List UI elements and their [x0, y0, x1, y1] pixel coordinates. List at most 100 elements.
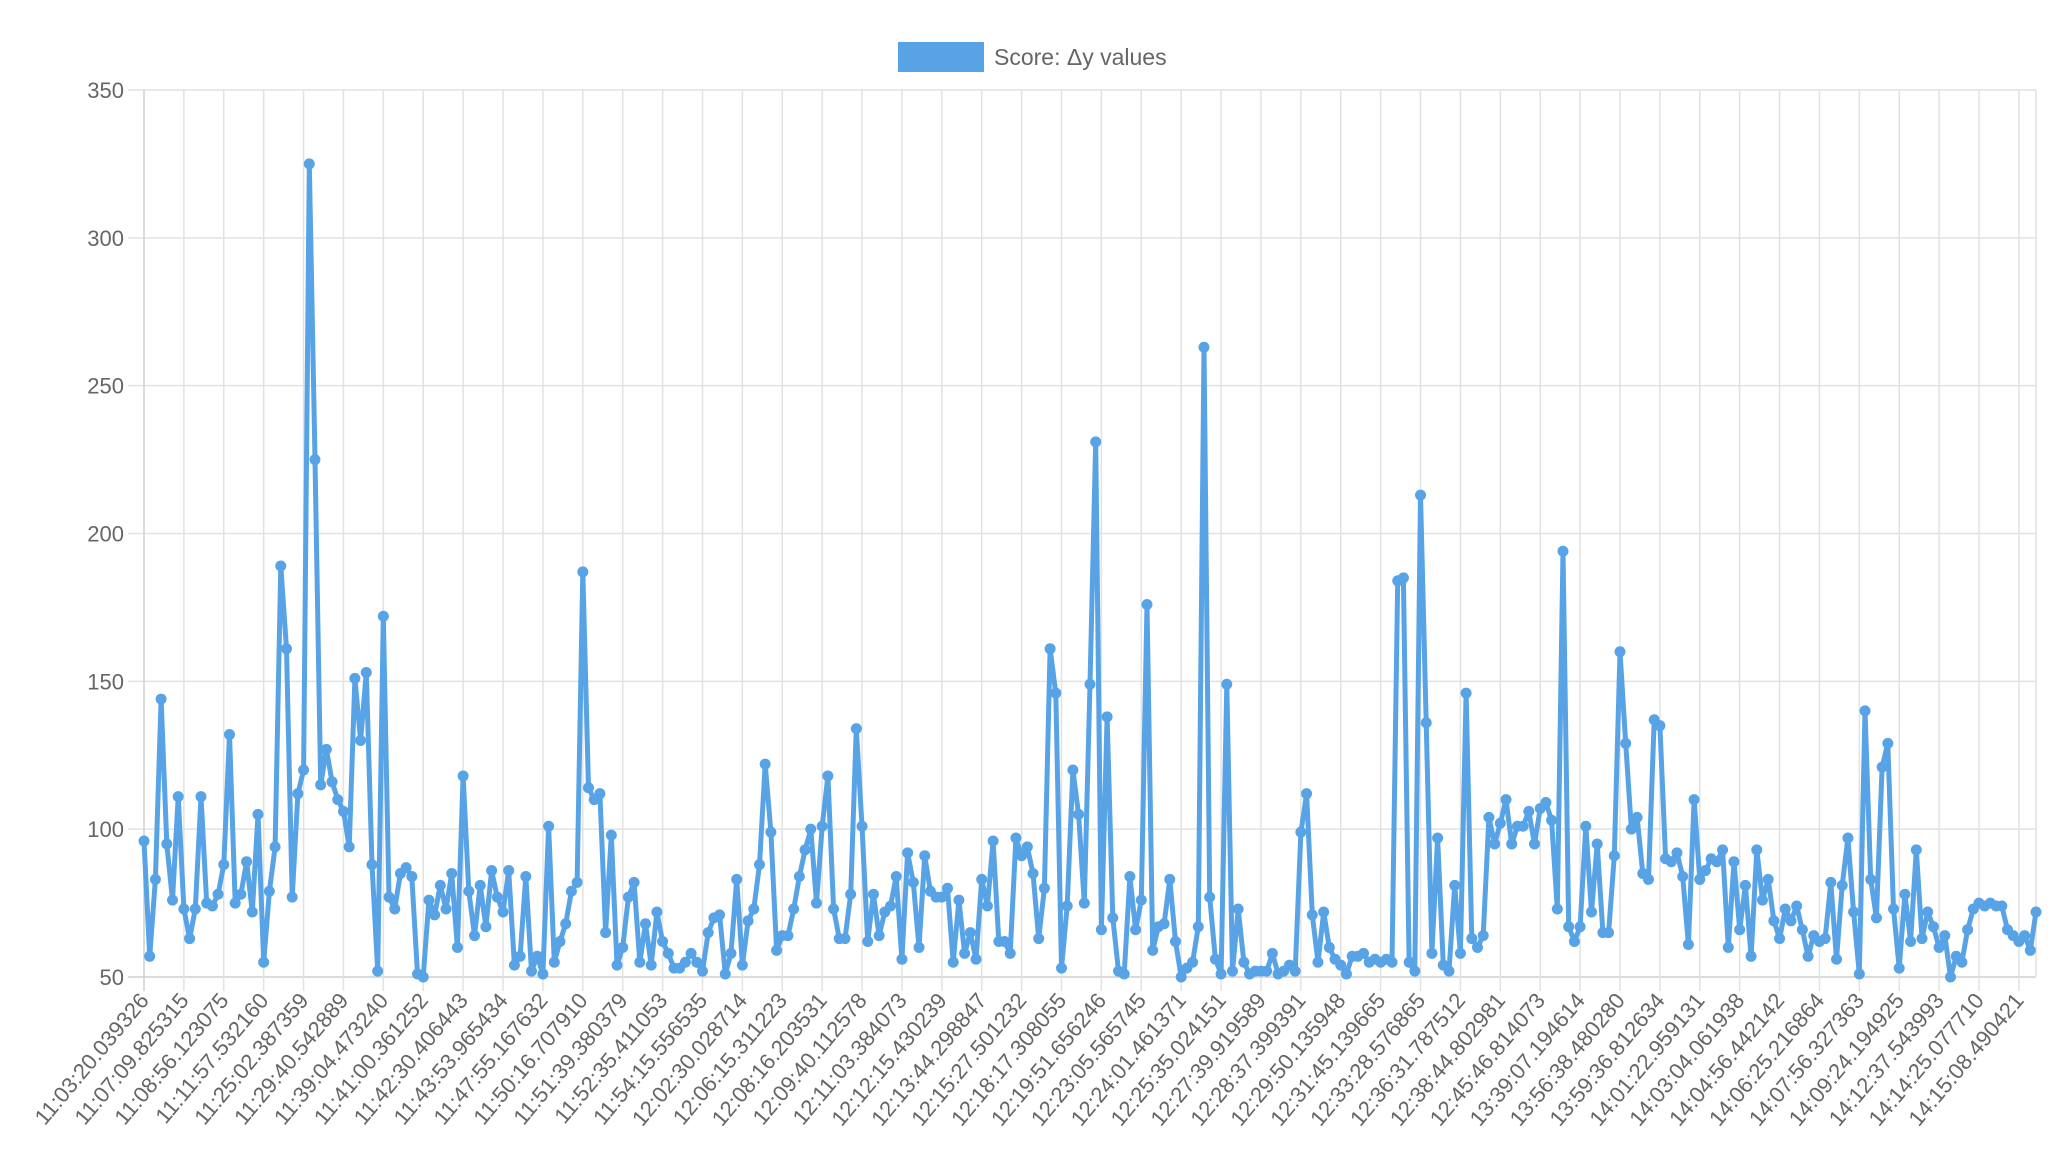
- data-point: [1415, 489, 1427, 501]
- data-point: [1671, 847, 1683, 859]
- data-point: [1027, 868, 1039, 880]
- data-point: [1494, 817, 1506, 829]
- data-point: [1095, 924, 1107, 936]
- data-point: [463, 885, 475, 897]
- data-point: [1842, 832, 1854, 844]
- data-point: [1945, 971, 1957, 983]
- data-point: [355, 734, 367, 746]
- series-line: [141, 161, 2039, 980]
- data-point: [1819, 933, 1831, 945]
- data-point: [1090, 436, 1102, 448]
- data-point: [235, 888, 247, 900]
- data-point: [503, 865, 515, 877]
- data-point: [469, 930, 481, 942]
- data-point: [212, 888, 224, 900]
- data-point: [1158, 918, 1170, 930]
- data-point: [1751, 844, 1763, 856]
- data-point: [149, 873, 161, 885]
- data-point: [976, 873, 988, 885]
- data-point: [2019, 930, 2031, 942]
- data-point: [913, 941, 925, 953]
- data-point: [1454, 947, 1466, 959]
- data-point: [1460, 687, 1472, 699]
- data-point: [491, 891, 503, 903]
- data-point: [959, 947, 971, 959]
- data-point: [839, 933, 851, 945]
- y-tick-label: 50: [100, 965, 124, 990]
- data-point: [1876, 761, 1888, 773]
- data-point: [759, 758, 771, 770]
- data-point: [406, 870, 418, 882]
- data-point: [1432, 832, 1444, 844]
- data-point: [902, 847, 914, 859]
- data-point: [1717, 844, 1729, 856]
- data-point: [628, 876, 640, 888]
- data-point: [195, 791, 207, 803]
- data-point: [1654, 720, 1666, 732]
- data-point: [999, 936, 1011, 948]
- data-point: [1141, 598, 1153, 610]
- data-point: [1734, 924, 1746, 936]
- data-point: [583, 782, 595, 794]
- data-point: [1768, 915, 1780, 927]
- data-point: [1523, 805, 1535, 817]
- data-point: [594, 788, 606, 800]
- data-point: [1198, 341, 1210, 353]
- data-point: [577, 566, 589, 578]
- data-point: [1443, 965, 1455, 977]
- data-point: [1335, 959, 1347, 971]
- data-point: [731, 873, 743, 885]
- data-point: [1067, 764, 1079, 776]
- data-point: [691, 956, 703, 968]
- data-point: [1016, 850, 1028, 862]
- data-point: [1147, 944, 1159, 956]
- data-point: [1699, 865, 1711, 877]
- data-point: [1084, 678, 1096, 690]
- data-point: [246, 906, 258, 918]
- data-point: [771, 944, 783, 956]
- data-point: [1323, 941, 1335, 953]
- data-point: [1608, 850, 1620, 862]
- data-point: [1540, 797, 1552, 809]
- data-point: [446, 868, 458, 880]
- data-point: [1762, 873, 1774, 885]
- data-point: [1996, 900, 2008, 912]
- data-point: [480, 921, 492, 933]
- y-tick-label: 200: [87, 522, 124, 547]
- data-point: [1209, 953, 1221, 965]
- data-point: [366, 859, 378, 871]
- data-point: [520, 870, 532, 882]
- data-point: [389, 903, 401, 915]
- data-point: [1739, 879, 1751, 891]
- data-point: [1289, 965, 1301, 977]
- data-point: [315, 779, 327, 791]
- data-point: [1859, 705, 1871, 717]
- data-point: [765, 826, 777, 838]
- y-tick-label: 300: [87, 226, 124, 251]
- data-point: [1420, 717, 1432, 729]
- data-point: [657, 936, 669, 948]
- legend[interactable]: Score: Δy values: [898, 42, 1167, 72]
- data-point: [571, 876, 583, 888]
- data-point: [805, 823, 817, 835]
- data-point: [862, 936, 874, 948]
- data-point: [662, 947, 674, 959]
- data-point: [486, 865, 498, 877]
- data-point: [1882, 737, 1894, 749]
- data-point: [537, 968, 549, 980]
- x-axis: 11:03:20.03932611:07:09.82531511:08:56.1…: [30, 988, 2029, 1131]
- data-point: [1449, 879, 1461, 891]
- data-point: [560, 918, 572, 930]
- data-point: [685, 947, 697, 959]
- data-point: [1756, 894, 1768, 906]
- data-point: [1506, 838, 1518, 850]
- data-point: [1546, 814, 1558, 826]
- data-point: [184, 933, 196, 945]
- data-point: [953, 894, 965, 906]
- data-point: [377, 610, 389, 622]
- data-point: [725, 947, 737, 959]
- data-point: [372, 965, 384, 977]
- data-point: [645, 959, 657, 971]
- data-point: [258, 956, 270, 968]
- data-point: [1688, 794, 1700, 806]
